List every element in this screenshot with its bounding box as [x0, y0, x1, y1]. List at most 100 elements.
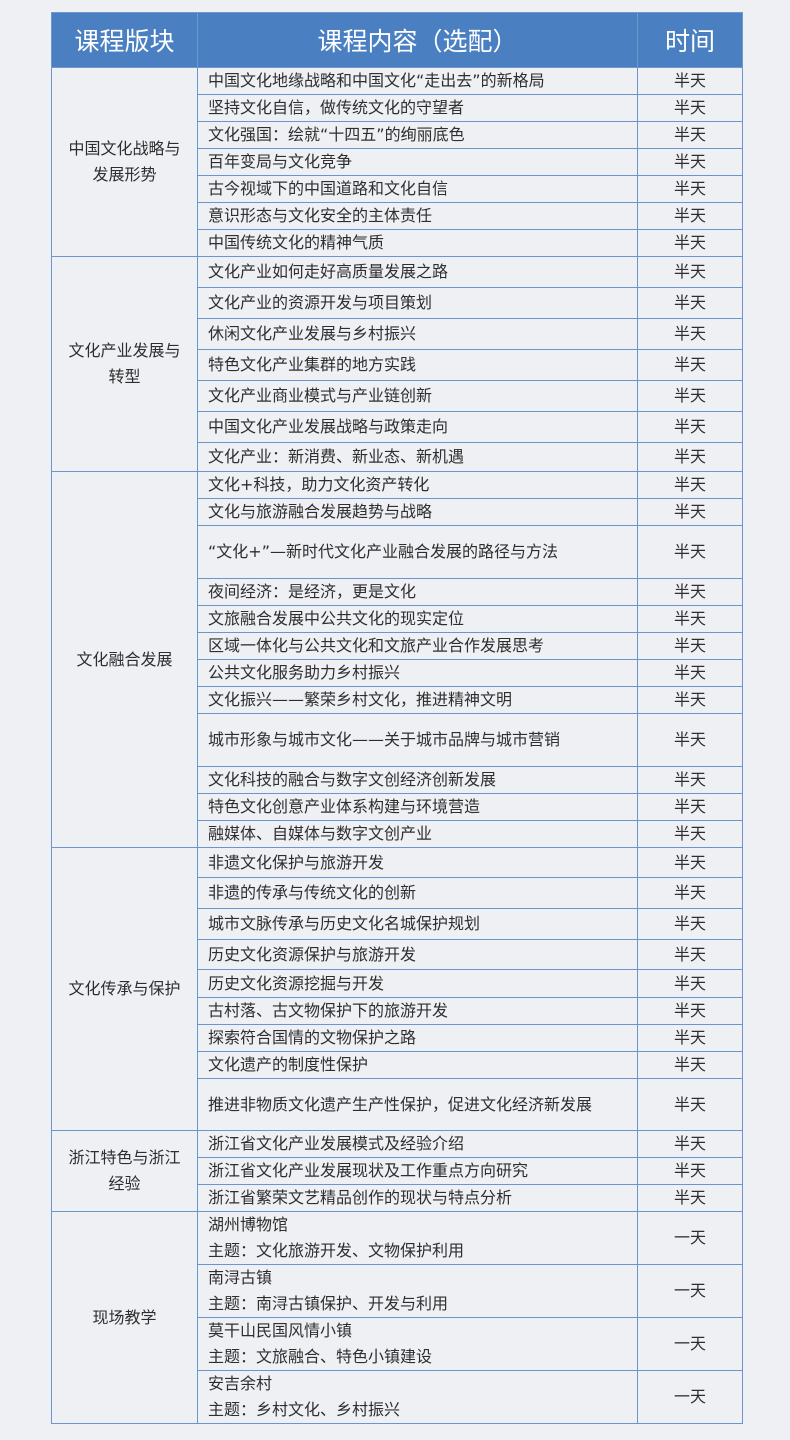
course-title: 安吉余村 — [208, 1374, 273, 1393]
course-title: 百年变局与文化竞争 — [208, 152, 353, 171]
table-row: “文化+”—新时代文化产业融合发展的路径与方法 半天 — [52, 525, 743, 579]
content-cell: 文旅融合发展中公共文化的现实定位 — [197, 605, 638, 633]
course-title: 浙江省文化产业发展模式及经验介绍 — [208, 1134, 465, 1153]
content-cell: 城市文脉传承与历史文化名城保护规划 — [197, 908, 638, 940]
table-row: 古今视域下的中国道路和文化自信 半天 — [52, 175, 743, 203]
table-row: 文化与旅游融合发展趋势与战略 半天 — [52, 498, 743, 526]
course-title: 文化产业的资源开发与项目策划 — [208, 293, 433, 312]
course-title: 中国传统文化的精神气质 — [208, 233, 385, 252]
table-row: 中国文化产业发展战略与政策走向 半天 — [52, 411, 743, 443]
content-cell: 中国传统文化的精神气质 — [197, 229, 638, 257]
time-cell: 半天 — [637, 1130, 743, 1158]
table-row: 特色文化产业集群的地方实践 半天 — [52, 349, 743, 381]
content-cell: 文化+科技，助力文化资产转化 — [197, 471, 638, 499]
time-cell: 半天 — [637, 632, 743, 660]
table-row: 文化产业的资源开发与项目策划 半天 — [52, 287, 743, 319]
course-title: 浙江省文化产业发展现状及工作重点方向研究 — [208, 1161, 529, 1180]
table-row: 浙江省文化产业发展现状及工作重点方向研究 半天 — [52, 1157, 743, 1185]
table-row: 文化产业：新消费、新业态、新机遇 半天 — [52, 442, 743, 472]
content-cell: 安吉余村主题：乡村文化、乡村振兴 — [197, 1370, 638, 1424]
course-title: 文化强国：绘就“十四五”的绚丽底色 — [208, 125, 465, 144]
content-cell: 文化振兴——繁荣乡村文化，推进精神文明 — [197, 686, 638, 714]
time-cell: 半天 — [637, 1024, 743, 1052]
content-cell: 推进非物质文化遗产生产性保护，促进文化经济新发展 — [197, 1078, 638, 1131]
table-row: 文化融合发展 文化+科技，助力文化资产转化 半天 — [51, 471, 743, 848]
time-cell: 半天 — [637, 939, 743, 970]
content-cell: 莫干山民国风情小镇 主题：文旅融合、特色小镇建设 — [197, 1317, 638, 1371]
content-cell: 公共文化服务助力乡村振兴 — [197, 659, 638, 687]
header-content: 课程内容（选配） — [197, 12, 638, 68]
table-row: 特色文化创意产业体系构建与环境营造 半天 — [52, 793, 743, 821]
table-row: 南浔古镇主题：南浔古镇保护、开发与利用 一天 — [52, 1264, 743, 1318]
course-title: 夜间经济：是经济，更是文化 — [208, 582, 417, 601]
course-title: 历史文化资源挖掘与开发 — [208, 973, 385, 993]
course-title: 特色文化产业集群的地方实践 — [208, 355, 417, 374]
course-title: 意识形态与文化安全的主体责任 — [208, 206, 433, 225]
table-row: 古村落、古文物保护下的旅游开发 半天 — [52, 997, 743, 1025]
course-theme: 主题：南浔古镇保护、开发与利用 — [208, 1294, 449, 1313]
course-title: 文化产业如何走好高质量发展之路 — [208, 262, 449, 281]
table-row: 文旅融合发展中公共文化的现实定位 半天 — [52, 605, 743, 633]
table-row: 现场教学 湖州博物馆 主题：文化旅游开发、文物保护利用 一天 — [51, 1211, 743, 1424]
time-cell: 半天 — [637, 877, 743, 909]
time-cell: 半天 — [637, 256, 743, 288]
course-title: 非遗的传承与传统文化的创新 — [208, 883, 417, 902]
header-time: 时间 — [637, 12, 743, 68]
course-title: 特色文化创意产业体系构建与环境营造 — [208, 797, 481, 816]
table-row: 文化传承与保护 非遗文化保护与旅游开发 半天 — [51, 847, 743, 1131]
category-cell: 中国文化战略与发展形势 — [51, 67, 198, 257]
time-cell: 半天 — [637, 659, 743, 687]
time-cell: 一天 — [637, 1370, 743, 1424]
course-title: 城市形象与城市文化——关于城市品牌与城市营销 — [208, 730, 561, 749]
content-cell: 夜间经济：是经济，更是文化 — [197, 578, 638, 606]
table-row: 意识形态与文化安全的主体责任 半天 — [52, 202, 743, 230]
category-cell: 文化融合发展 — [51, 471, 198, 848]
course-title: 文化遗产的制度性保护 — [208, 1055, 369, 1074]
content-cell: 意识形态与文化安全的主体责任 — [197, 202, 638, 230]
table-row: 融媒体、自媒体与数字文创产业 半天 — [52, 820, 743, 848]
time-cell: 半天 — [637, 969, 743, 998]
time-cell: 半天 — [637, 1078, 743, 1131]
content-cell: 百年变局与文化竞争 — [197, 148, 638, 176]
time-cell: 半天 — [637, 1184, 743, 1212]
category-cell: 文化产业发展与转型 — [51, 256, 198, 472]
content-cell: 非遗的传承与传统文化的创新 — [197, 877, 638, 909]
table-row: 百年变局与文化竞争 半天 — [52, 148, 743, 176]
course-title: 历史文化资源保护与旅游开发 — [208, 944, 417, 964]
content-cell: 休闲文化产业发展与乡村振兴 — [197, 318, 638, 350]
table-row: 安吉余村 主题：乡村文化、乡村振兴 一天 — [52, 1370, 743, 1424]
course-theme: 主题：乡村文化、乡村振兴 — [208, 1400, 401, 1419]
course-table: 课程版块 课程内容（选配） 时间 中国文化战略与发展形势 中国文化地缘战略和中国文… — [51, 12, 743, 1424]
category-cell: 文化传承与保护 — [51, 847, 198, 1131]
time-cell: 一天 — [637, 1211, 743, 1265]
course-title: 文化产业：新消费、新业态、新机遇 — [208, 447, 465, 466]
time-cell: 半天 — [637, 498, 743, 526]
content-cell: 特色文化产业集群的地方实践 — [197, 349, 638, 381]
time-cell: 半天 — [637, 175, 743, 203]
time-cell: 半天 — [637, 1157, 743, 1185]
content-cell: 古今视域下的中国道路和文化自信 — [197, 175, 638, 203]
content-cell: 融媒体、自媒体与数字文创产业 — [197, 820, 638, 848]
content-cell: “文化+”—新时代文化产业融合发展的路径与方法 — [197, 525, 638, 579]
time-cell: 半天 — [637, 380, 743, 412]
course-title: 文旅融合发展中公共文化的现实定位 — [208, 609, 465, 628]
content-cell: 文化科技的融合与数字文创经济创新发展 — [197, 766, 638, 794]
time-cell: 一天 — [637, 1264, 743, 1318]
table-row: 文化产业发展与转型 文化产业如何走好高质量发展之路 半天 — [51, 256, 743, 472]
table-row: 浙江省繁荣文艺精品创作的现状与特点分析 半天 — [52, 1184, 743, 1212]
course-title: 湖州博物馆 — [208, 1215, 289, 1234]
content-cell: 文化强国：绘就“十四五”的绚丽底色 — [197, 121, 638, 149]
content-cell: 古村落、古文物保护下的旅游开发 — [197, 997, 638, 1025]
course-title: 融媒体、自媒体与数字文创产业 — [208, 824, 433, 843]
content-cell: 中国文化地缘战略和中国文化“走出去”的新格局 — [197, 67, 638, 95]
time-cell: 半天 — [637, 713, 743, 767]
course-title: 非遗文化保护与旅游开发 — [208, 852, 385, 872]
table-row: 中国文化战略与发展形势 中国文化地缘战略和中国文化“走出去”的新格局半天 — [51, 67, 743, 257]
table-row: 推进非物质文化遗产生产性保护，促进文化经济新发展 半天 — [52, 1078, 743, 1131]
course-title: 探索符合国情的文物保护之路 — [208, 1028, 417, 1047]
course-title: 南浔古镇 — [208, 1268, 273, 1287]
time-cell: 半天 — [637, 349, 743, 381]
course-title: 中国文化产业发展战略与政策走向 — [208, 417, 449, 436]
course-title: 文化产业商业模式与产业链创新 — [208, 386, 433, 405]
time-cell: 半天 — [637, 847, 743, 878]
